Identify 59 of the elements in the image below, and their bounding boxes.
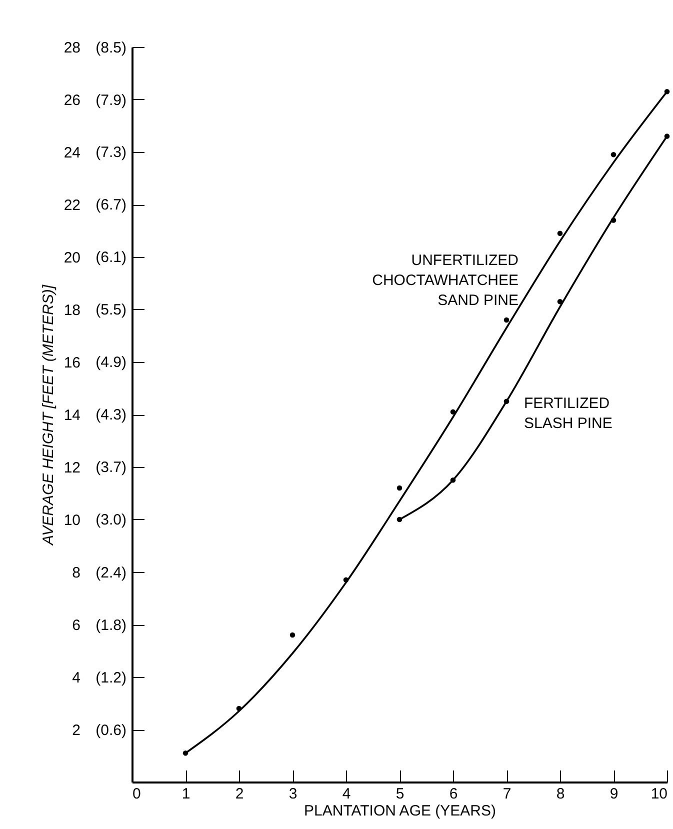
y-tick-label: 6	[72, 617, 80, 634]
point	[610, 218, 616, 223]
y2-tick-label: (0.6)	[96, 722, 127, 739]
y-tick-label: 10	[64, 512, 80, 529]
x-tick-label: 1	[182, 786, 190, 802]
x-tick-label: 7	[502, 786, 512, 802]
point	[343, 577, 349, 583]
x-tick-label: 3	[288, 786, 298, 802]
x-tick-label: 4	[342, 786, 351, 802]
point	[396, 485, 402, 491]
point	[290, 632, 296, 638]
y-axis-title: AVERAGE HEIGHT [FEET (METERS)]	[40, 284, 57, 546]
point	[504, 398, 510, 404]
point	[182, 750, 188, 756]
x-tick-label: 0	[132, 786, 141, 802]
y2-tick-label: (7.9)	[96, 92, 127, 110]
x-tick-label: 6	[449, 786, 458, 802]
point	[664, 134, 670, 139]
y-tick-label: 14	[64, 407, 80, 424]
y2-tick-label: (3.0)	[96, 512, 127, 529]
y-tick-label: 18	[64, 302, 80, 319]
y2-tick-label: (4.3)	[96, 406, 127, 424]
y-tick-label: 26	[64, 92, 80, 109]
y2-tick-label: (4.9)	[96, 354, 127, 372]
series-label: UNFERTILIZED CHOCTAWHATCHEE SAND PINE	[372, 252, 519, 309]
y2-tick-label: (3.7)	[96, 459, 127, 476]
y-tick-label: 2	[72, 722, 80, 739]
y2-tick-label: (1.2)	[96, 669, 127, 686]
series-label: FERTILIZED SLASH PINE	[524, 394, 612, 432]
y2-tick-label: (1.8)	[96, 616, 127, 634]
y-tick-label: 8	[72, 564, 80, 582]
point	[557, 230, 563, 236]
y2-tick-label: (5.5)	[96, 301, 127, 318]
x-tick-label: 2	[235, 786, 244, 802]
y2-tick-label: (8.5)	[96, 40, 127, 56]
y-tick-label: 20	[64, 250, 80, 266]
y-tick-label: 22	[64, 197, 80, 214]
y2-tick-label: (7.3)	[96, 144, 127, 161]
x-tick-label: 9	[610, 786, 618, 802]
y2-tick-label: (6.7)	[96, 196, 127, 214]
y-tick-label: 16	[64, 354, 80, 372]
x-tick-label: 8	[556, 786, 565, 802]
point	[504, 317, 510, 323]
y-tick-label: 12	[64, 460, 80, 476]
point	[557, 298, 563, 304]
y2-tick-label: (6.1)	[96, 248, 127, 266]
point	[610, 152, 616, 158]
point	[236, 706, 242, 712]
point	[450, 409, 456, 415]
point	[396, 516, 402, 522]
y-tick-label: 28	[64, 40, 80, 56]
y-tick-label: 24	[64, 144, 80, 162]
point	[664, 88, 670, 94]
point	[450, 477, 456, 483]
x-tick-label: 5	[396, 786, 404, 802]
y-tick-label: 4	[72, 670, 80, 686]
y2-tick-label: (2.4)	[96, 564, 127, 582]
x-tick-label: 10	[650, 786, 668, 802]
x-axis-title: PLANTATION AGE (YEARS)	[304, 802, 496, 820]
